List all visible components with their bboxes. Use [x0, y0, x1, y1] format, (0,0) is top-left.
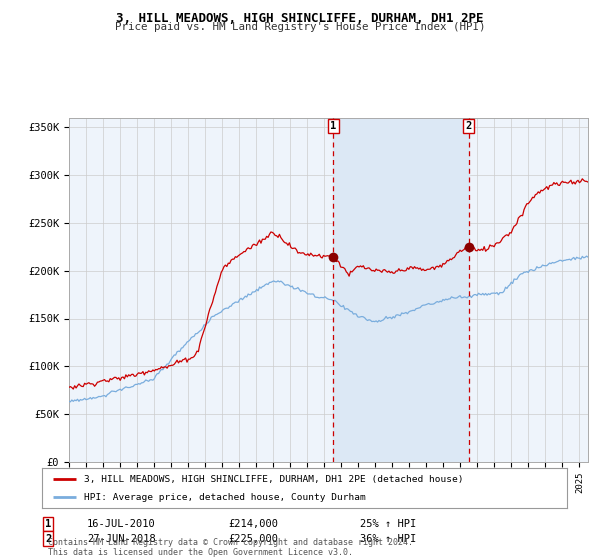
- Text: £214,000: £214,000: [228, 519, 278, 529]
- Text: 2: 2: [466, 121, 472, 131]
- Text: £225,000: £225,000: [228, 534, 278, 544]
- Text: 36% ↑ HPI: 36% ↑ HPI: [360, 534, 416, 544]
- Text: 3, HILL MEADOWS, HIGH SHINCLIFFE, DURHAM, DH1 2PE: 3, HILL MEADOWS, HIGH SHINCLIFFE, DURHAM…: [116, 12, 484, 25]
- Text: 3, HILL MEADOWS, HIGH SHINCLIFFE, DURHAM, DH1 2PE (detached house): 3, HILL MEADOWS, HIGH SHINCLIFFE, DURHAM…: [84, 475, 464, 484]
- Text: 25% ↑ HPI: 25% ↑ HPI: [360, 519, 416, 529]
- Text: 2: 2: [45, 534, 51, 544]
- Text: 1: 1: [45, 519, 51, 529]
- Text: 27-JUN-2018: 27-JUN-2018: [87, 534, 156, 544]
- Text: 1: 1: [331, 121, 337, 131]
- Bar: [334, 118, 469, 462]
- Text: HPI: Average price, detached house, County Durham: HPI: Average price, detached house, Coun…: [84, 493, 366, 502]
- Text: Price paid vs. HM Land Registry's House Price Index (HPI): Price paid vs. HM Land Registry's House …: [115, 22, 485, 32]
- Text: Contains HM Land Registry data © Crown copyright and database right 2024.
This d: Contains HM Land Registry data © Crown c…: [48, 538, 413, 557]
- Text: 16-JUL-2010: 16-JUL-2010: [87, 519, 156, 529]
